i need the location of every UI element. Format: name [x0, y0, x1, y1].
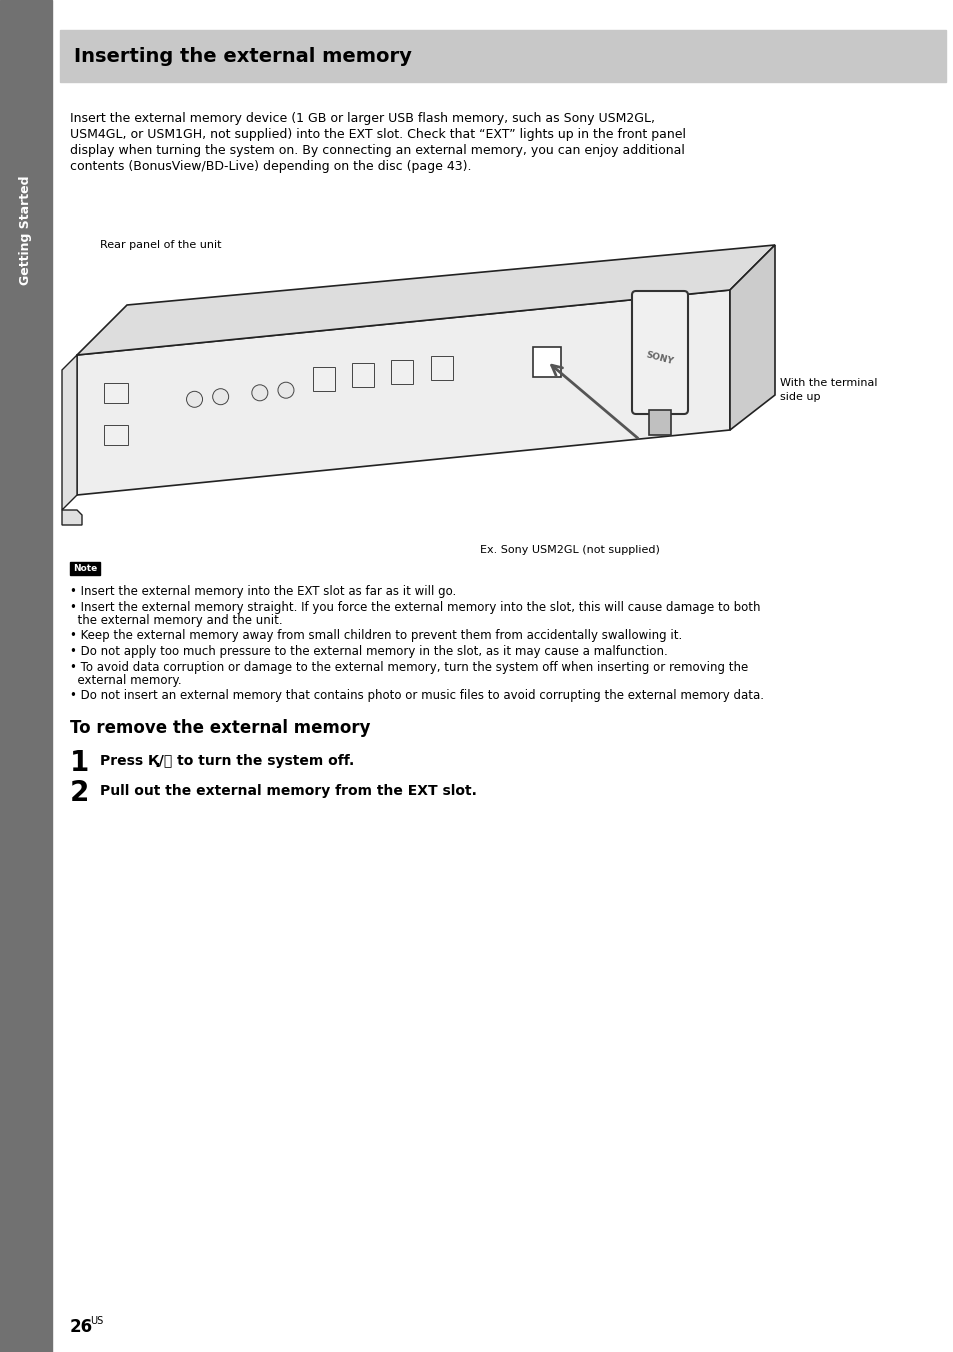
Text: • Do not apply too much pressure to the external memory in the slot, as it may c: • Do not apply too much pressure to the …	[70, 645, 667, 658]
Bar	[104, 383, 128, 403]
Text: • Do not insert an external memory that contains photo or music files to avoid c: • Do not insert an external memory that …	[70, 690, 763, 703]
Text: • Insert the external memory into the EXT slot as far as it will go.: • Insert the external memory into the EX…	[70, 585, 456, 598]
Text: Inserting the external memory: Inserting the external memory	[74, 46, 412, 65]
FancyBboxPatch shape	[631, 291, 687, 414]
Text: SONY: SONY	[644, 350, 674, 366]
Polygon shape	[729, 245, 774, 430]
Circle shape	[252, 385, 268, 400]
Circle shape	[213, 389, 229, 404]
Bar	[430, 356, 453, 380]
Text: Pull out the external memory from the EXT slot.: Pull out the external memory from the EX…	[100, 784, 476, 798]
Text: 2: 2	[70, 779, 90, 807]
Text: 1: 1	[70, 749, 90, 777]
Bar	[313, 368, 335, 391]
Text: US: US	[90, 1315, 103, 1326]
Circle shape	[187, 391, 202, 407]
Text: Ex. Sony USM2GL (not supplied): Ex. Sony USM2GL (not supplied)	[479, 545, 659, 556]
Text: Getting Started: Getting Started	[19, 176, 32, 285]
Bar	[391, 360, 413, 384]
Text: • To avoid data corruption or damage to the external memory, turn the system off: • To avoid data corruption or damage to …	[70, 661, 747, 673]
Circle shape	[277, 383, 294, 399]
Text: display when turning the system on. By connecting an external memory, you can en: display when turning the system on. By c…	[70, 145, 684, 157]
Text: Press Қ/⏻ to turn the system off.: Press Қ/⏻ to turn the system off.	[100, 754, 354, 768]
Text: contents (BonusView/BD-Live) depending on the disc (page 43).: contents (BonusView/BD-Live) depending o…	[70, 160, 471, 173]
Bar	[533, 347, 560, 377]
Bar	[104, 425, 128, 445]
Bar	[70, 562, 100, 575]
Text: • Keep the external memory away from small children to prevent them from acciden: • Keep the external memory away from sma…	[70, 630, 681, 642]
Polygon shape	[77, 289, 729, 495]
Bar	[60, 30, 945, 82]
Text: the external memory and the unit.: the external memory and the unit.	[70, 614, 282, 627]
Text: With the terminal
side up: With the terminal side up	[780, 377, 877, 403]
Text: Rear panel of the unit: Rear panel of the unit	[100, 241, 221, 250]
Text: 26: 26	[70, 1318, 93, 1336]
Bar	[352, 364, 374, 388]
Text: To remove the external memory: To remove the external memory	[70, 719, 370, 737]
Polygon shape	[62, 356, 77, 510]
Text: external memory.: external memory.	[70, 675, 181, 687]
Text: • Insert the external memory straight. If you force the external memory into the: • Insert the external memory straight. I…	[70, 600, 760, 614]
Text: Note: Note	[72, 564, 97, 573]
Bar	[648, 410, 670, 435]
Bar	[0, 0, 52, 1352]
Text: USM4GL, or USM1GH, not supplied) into the EXT slot. Check that “EXT” lights up i: USM4GL, or USM1GH, not supplied) into th…	[70, 128, 685, 141]
Polygon shape	[77, 245, 774, 356]
Text: Insert the external memory device (1 GB or larger USB flash memory, such as Sony: Insert the external memory device (1 GB …	[70, 112, 655, 124]
Polygon shape	[62, 510, 82, 525]
